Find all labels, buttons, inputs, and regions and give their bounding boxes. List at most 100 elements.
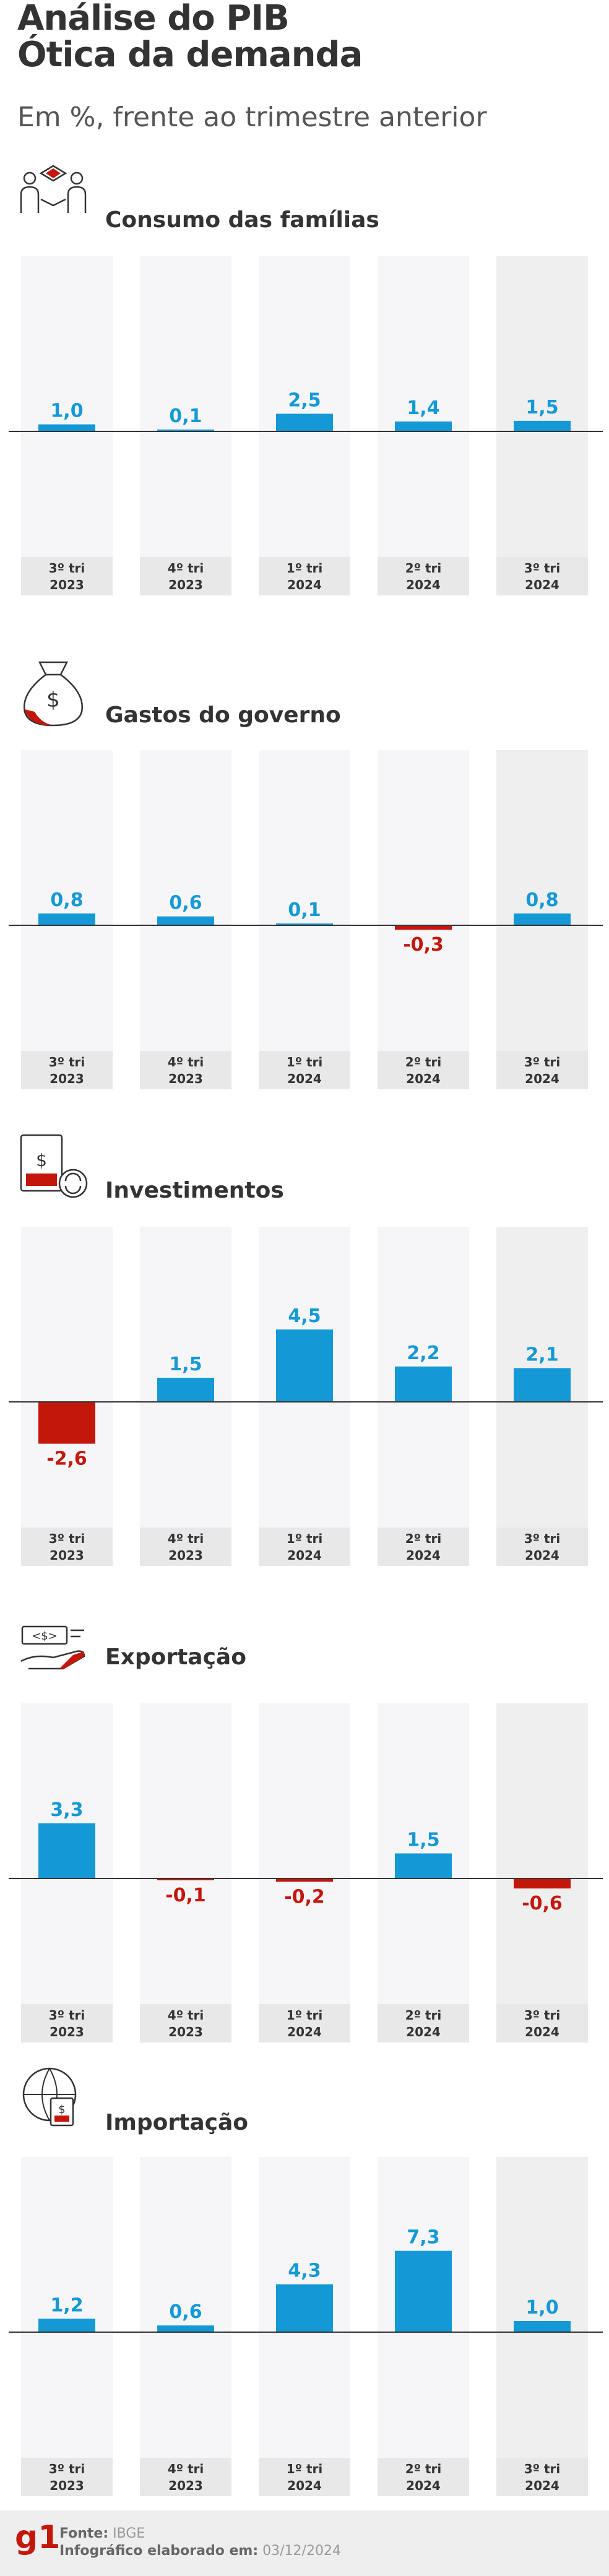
category-label-box [259, 1051, 350, 1089]
data-label: 0,8 [525, 889, 558, 911]
category-label-box [259, 1528, 350, 1566]
section-importacao: $ Importação 3º tri 2023 1,2 4º tri 2023 0,6 1… [0, 2061, 609, 2496]
data-label: -0,6 [522, 1893, 563, 1914]
category-label-quarter: 2º tri [405, 1055, 441, 1070]
category-label-year: 2024 [525, 1071, 559, 1086]
source-line: Fonte: IBGE [59, 2525, 145, 2543]
column-background [140, 256, 231, 595]
bar [38, 424, 95, 431]
category-label-box [21, 1051, 113, 1089]
column-background [378, 750, 469, 1089]
category-label-quarter: 4º tri [168, 561, 204, 576]
category-label-box [496, 557, 588, 595]
chart: 3º tri 2023 3,3 4º tri 2023 -0,1 1º tri 2024 -0,… [9, 1703, 603, 2042]
category-label-quarter: 3º tri [524, 1055, 560, 1070]
category-label-quarter: 3º tri [49, 561, 85, 576]
category-label-quarter: 3º tri [49, 2461, 85, 2476]
category-label-year: 2023 [168, 577, 203, 592]
category-label-box [259, 557, 350, 595]
category-label-quarter: 4º tri [168, 1055, 204, 1070]
page-subtitle: Em %, frente ao trimestre anterior [17, 102, 487, 133]
bar [514, 1878, 571, 1889]
data-label: 2,2 [407, 1342, 439, 1364]
import-icon: $ [22, 2067, 77, 2127]
export-icon: <$> [20, 1625, 85, 1670]
category-label-quarter: 1º tri [287, 1531, 322, 1546]
category-label-box [378, 2458, 469, 2496]
data-label: 1,5 [407, 1830, 439, 1851]
chart: 3º tri 2023 1,2 4º tri 2023 0,6 1º tri 2024 4,3 2… [9, 2157, 603, 2496]
column-background [259, 750, 350, 1089]
bar [157, 916, 214, 925]
bar [157, 1878, 214, 1880]
category-label-year: 2024 [287, 1071, 322, 1086]
section-title: Gastos do governo [105, 702, 341, 728]
g1-logo: g1 [15, 2519, 61, 2556]
category-label-quarter: 3º tri [524, 2008, 560, 2023]
section-title: Exportação [105, 1645, 246, 1670]
category-label-year: 2024 [525, 577, 559, 592]
data-label: 1,4 [407, 397, 439, 419]
data-label: 0,6 [169, 893, 202, 914]
category-label-year: 2024 [287, 577, 322, 592]
category-label-box [378, 2004, 469, 2042]
category-label-quarter: 2º tri [405, 1531, 441, 1546]
category-label-box [496, 1051, 588, 1089]
section-investimentos: $ Investimentos 3º tri 2023 -2,6 4º tri 2023… [0, 1126, 609, 1566]
category-label-box [140, 1528, 231, 1566]
data-label: 1,5 [169, 1354, 202, 1375]
data-label: -0,1 [165, 1885, 206, 1906]
data-label: 2,1 [525, 1344, 558, 1365]
category-label-box [21, 1528, 113, 1566]
category-label-year: 2023 [168, 2025, 203, 2039]
family-icon [20, 165, 87, 213]
bar [395, 925, 452, 930]
section-title: Investimentos [105, 1178, 284, 1203]
category-label-box [21, 2004, 113, 2042]
category-label-quarter: 3º tri [524, 2461, 560, 2476]
bar [38, 1823, 95, 1878]
data-label: 1,0 [525, 2297, 558, 2319]
category-label-box [140, 2004, 231, 2042]
bar [38, 1402, 95, 1444]
investment-icon: $ [20, 1134, 88, 1198]
source-value: IBGE [113, 2526, 145, 2541]
section-consumo: Consumo das famílias 3º tri 2023 1,0 4º tri… [0, 156, 609, 595]
category-label-year: 2023 [168, 1071, 203, 1086]
bar [395, 1366, 452, 1402]
bar [514, 420, 571, 431]
section-title: Consumo das famílias [105, 207, 379, 233]
category-label-box [140, 1051, 231, 1089]
category-label-year: 2024 [406, 577, 441, 592]
section-governo: $ Gastos do governo 3º tri 2023 0,8 4º tri 2… [0, 650, 609, 1089]
data-label: 7,3 [407, 2227, 439, 2249]
category-label-quarter: 3º tri [524, 561, 560, 576]
category-label-quarter: 2º tri [405, 2008, 441, 2023]
bar [276, 2284, 333, 2332]
category-label-year: 2024 [406, 2025, 441, 2039]
bar [38, 913, 95, 925]
bar [157, 430, 214, 431]
bar [395, 1853, 452, 1878]
money-bag-icon: $ [23, 661, 84, 727]
category-label-year: 2024 [525, 2025, 559, 2039]
category-label-year: 2023 [50, 577, 84, 592]
category-label-quarter: 4º tri [168, 2461, 204, 2476]
data-label: -0,3 [403, 934, 444, 956]
chart: 3º tri 2023 -2,6 4º tri 2023 1,5 1º tri 2024 4,5… [9, 1227, 603, 1566]
title-line-2: Ótica da demanda [17, 35, 363, 75]
column-background [140, 1703, 231, 2042]
category-label-year: 2024 [287, 2025, 322, 2039]
data-label: 1,2 [50, 2294, 83, 2316]
bar [395, 421, 452, 431]
category-label-quarter: 2º tri [405, 561, 441, 576]
category-label-year: 2023 [168, 1548, 203, 1563]
category-label-quarter: 3º tri [524, 1531, 560, 1546]
category-label-box [496, 2004, 588, 2042]
category-label-quarter: 1º tri [287, 2461, 322, 2476]
column-background [259, 1703, 350, 2042]
category-label-box [496, 2458, 588, 2496]
bar [276, 1329, 333, 1402]
category-label-quarter: 2º tri [405, 2461, 441, 2476]
